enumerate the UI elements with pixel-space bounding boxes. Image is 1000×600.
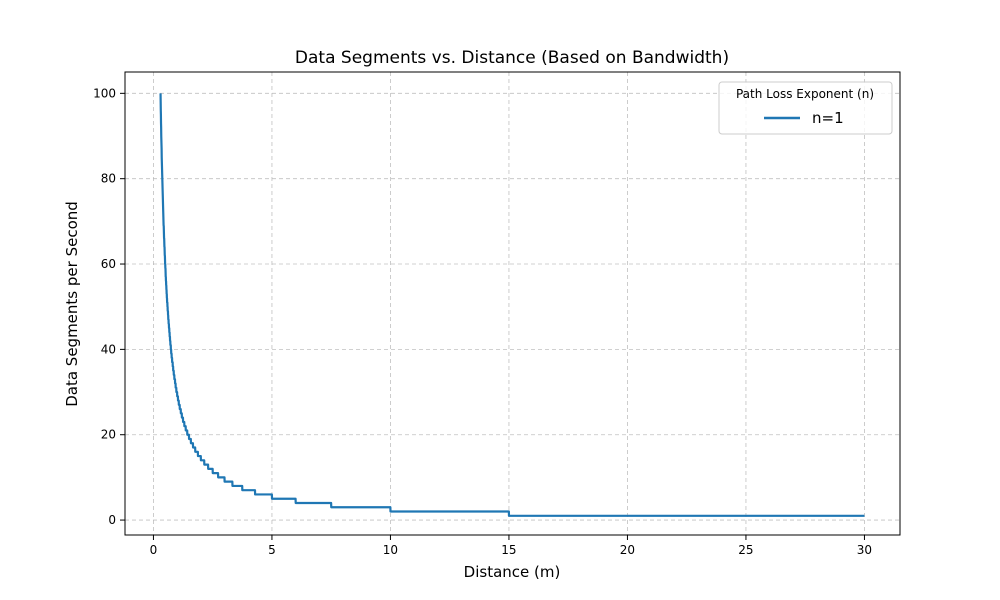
x-tick-label: 15: [501, 543, 516, 557]
x-tick-label: 25: [738, 543, 753, 557]
y-axis-label: Data Segments per Second: [63, 201, 81, 407]
y-tick-label: 40: [101, 342, 116, 356]
axes-frame: [124, 71, 901, 536]
x-tick-label: 0: [150, 543, 158, 557]
y-tick-label: 0: [108, 513, 116, 527]
chart-title: Data Segments vs. Distance (Based on Ban…: [295, 48, 729, 68]
x-tick-label: 30: [857, 543, 872, 557]
x-tick-label: 5: [268, 543, 276, 557]
x-tick-label: 20: [620, 543, 635, 557]
y-tick-label: 100: [93, 86, 116, 100]
x-axis-label: Distance (m): [464, 563, 561, 581]
legend-label-n1: n=1: [812, 109, 844, 127]
x-tick-label: 10: [383, 543, 398, 557]
legend-box: [718, 81, 893, 135]
y-tick-label: 80: [101, 172, 116, 186]
y-tick-label: 20: [101, 428, 116, 442]
series-line-n1: [159, 93, 866, 517]
plot-area: 0 5 10 15 20 25 30 0 20 40 60 80 100: [93, 71, 901, 557]
y-tick-label: 60: [101, 257, 116, 271]
legend: Path Loss Exponent (n) n=1: [718, 81, 893, 135]
legend-title: Path Loss Exponent (n): [736, 87, 874, 101]
